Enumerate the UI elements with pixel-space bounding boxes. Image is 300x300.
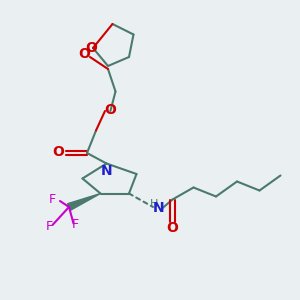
Polygon shape xyxy=(68,194,100,210)
Text: F: F xyxy=(49,193,56,206)
Text: O: O xyxy=(52,145,64,158)
Text: O: O xyxy=(104,103,116,116)
Text: O: O xyxy=(79,47,91,61)
Text: H: H xyxy=(150,199,159,209)
Text: F: F xyxy=(71,218,79,232)
Text: F: F xyxy=(46,220,53,233)
Text: O: O xyxy=(85,41,98,55)
Text: O: O xyxy=(167,221,178,235)
Text: N: N xyxy=(101,164,112,178)
Text: N: N xyxy=(153,202,165,215)
